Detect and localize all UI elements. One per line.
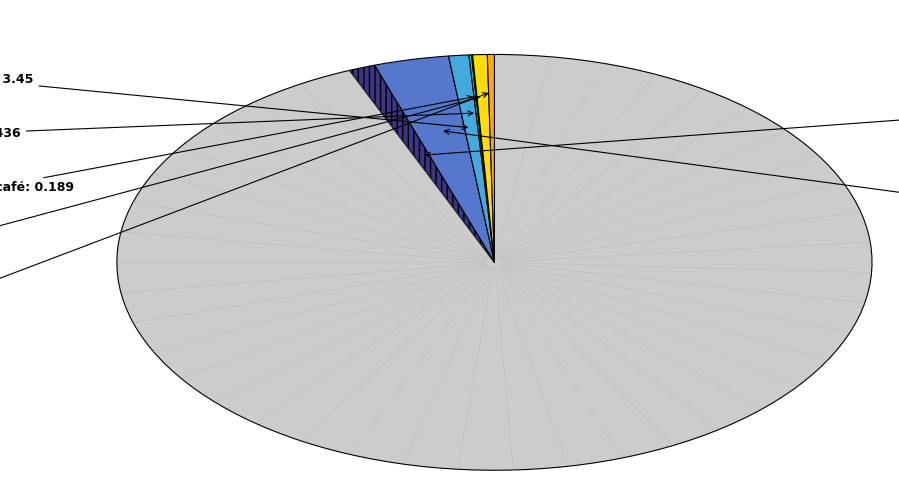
- Text: PC:  2.49: PC: 2.49: [0, 96, 479, 248]
- Text: Tablet:  1.2: Tablet: 1.2: [0, 93, 488, 304]
- Text: Frigorífico:
12.8: Frigorífico: 12.8: [444, 129, 899, 231]
- Text: Congelador:
4.51: Congelador: 4.51: [425, 93, 899, 157]
- Text: TV + Stereo: 3.45: TV + Stereo: 3.45: [0, 73, 467, 129]
- Wedge shape: [375, 56, 494, 262]
- Wedge shape: [469, 55, 494, 262]
- Wedge shape: [449, 55, 494, 262]
- Text: Fervedor: 0.436: Fervedor: 0.436: [0, 111, 473, 140]
- Wedge shape: [487, 54, 494, 262]
- Wedge shape: [473, 54, 494, 262]
- Wedge shape: [350, 65, 494, 262]
- Wedge shape: [117, 54, 872, 470]
- Text: Máquina de café: 0.189: Máquina de café: 0.189: [0, 96, 473, 194]
- Wedge shape: [471, 55, 494, 262]
